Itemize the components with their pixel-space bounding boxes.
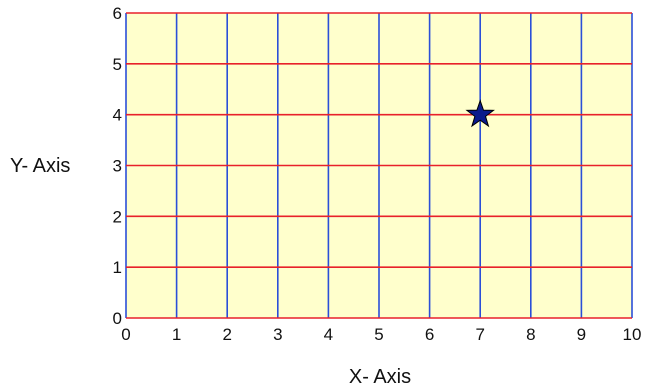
y-axis-title: Y- Axis <box>10 155 70 177</box>
data-points <box>465 99 495 128</box>
y-tick-label: 0 <box>113 309 122 328</box>
y-tick-label: 2 <box>113 207 122 226</box>
star-marker <box>465 99 495 128</box>
x-tick-label: 1 <box>172 325 181 344</box>
x-tick-label: 5 <box>374 325 383 344</box>
x-tick-label: 4 <box>324 325 333 344</box>
y-tick-label: 1 <box>113 258 122 277</box>
y-tick-label: 5 <box>113 55 122 74</box>
y-tick-label: 4 <box>113 106 122 125</box>
x-tick-label: 8 <box>526 325 535 344</box>
x-tick-label: 9 <box>577 325 586 344</box>
x-tick-labels: 0 1 2 3 4 5 6 7 8 9 10 <box>121 325 641 344</box>
horizontal-gridlines <box>126 12 632 319</box>
x-tick-label: 7 <box>475 325 484 344</box>
x-tick-label: 0 <box>121 325 130 344</box>
x-tick-label: 10 <box>623 325 642 344</box>
x-axis-title: X- Axis <box>349 366 411 387</box>
x-tick-label: 3 <box>273 325 282 344</box>
x-tick-label: 2 <box>222 325 231 344</box>
y-tick-label: 6 <box>113 4 122 23</box>
x-tick-label: 6 <box>425 325 434 344</box>
y-tick-labels: 0 1 2 3 4 5 6 <box>113 4 122 328</box>
y-tick-label: 3 <box>113 157 122 176</box>
